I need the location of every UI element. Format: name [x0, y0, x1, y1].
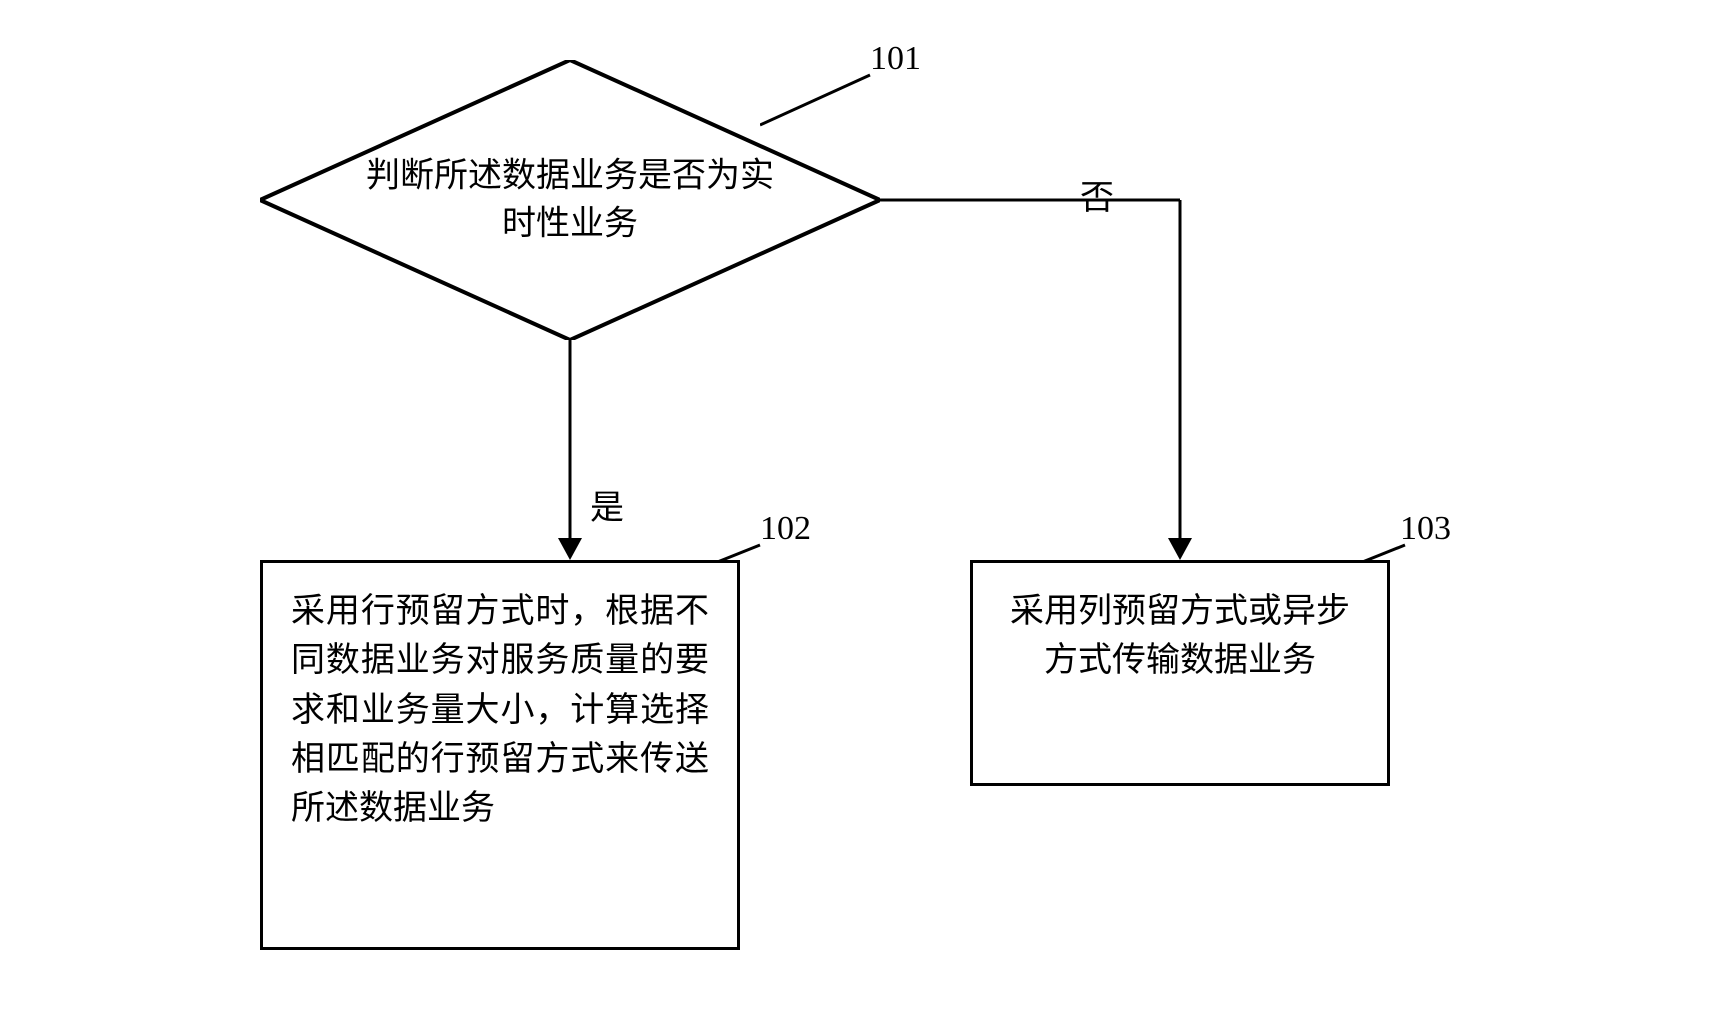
arrow-yes: [550, 338, 590, 562]
process-103-text: 采用列预留方式或异步方式传输数据业务: [1010, 593, 1350, 679]
flowchart-container: 判断所述数据业务是否为实时性业务 101 是 102 采用行预留方式时，根据不同…: [200, 40, 1500, 980]
process-node-103: 采用列预留方式或异步方式传输数据业务: [970, 560, 1390, 786]
process-102-text: 采用行预留方式时，根据不同数据业务对服务质量的要求和业务量大小，计算选择相匹配的…: [291, 593, 709, 827]
arrow-no: [878, 180, 1198, 562]
process-node-102: 采用行预留方式时，根据不同数据业务对服务质量的要求和业务量大小，计算选择相匹配的…: [260, 560, 740, 950]
edge-label-no: 否: [1080, 170, 1114, 219]
edge-label-yes: 是: [590, 480, 624, 529]
decision-text: 判断所述数据业务是否为实时性业务: [350, 152, 790, 247]
leader-line-101: [760, 70, 880, 130]
